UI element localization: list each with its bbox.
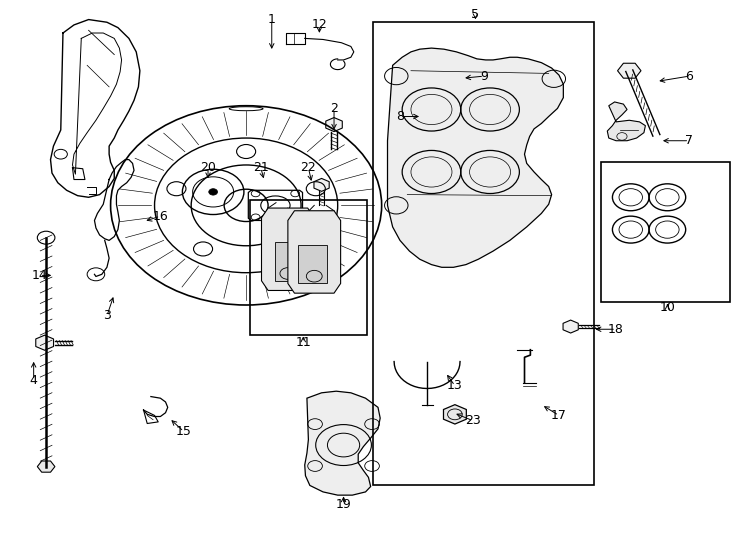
- Polygon shape: [275, 242, 305, 281]
- Polygon shape: [305, 391, 380, 495]
- Polygon shape: [443, 404, 466, 424]
- Text: 7: 7: [686, 134, 694, 147]
- Polygon shape: [326, 118, 342, 132]
- Text: 22: 22: [300, 161, 316, 174]
- Text: 23: 23: [465, 414, 481, 427]
- Text: 10: 10: [659, 301, 675, 314]
- Bar: [601, 163, 730, 302]
- Text: 16: 16: [153, 210, 168, 222]
- Polygon shape: [261, 208, 314, 291]
- Bar: [250, 200, 367, 335]
- Text: 15: 15: [176, 425, 192, 438]
- Polygon shape: [314, 178, 329, 191]
- Polygon shape: [37, 461, 55, 472]
- Text: 4: 4: [29, 374, 37, 387]
- Polygon shape: [563, 320, 578, 333]
- Bar: [373, 22, 594, 485]
- Polygon shape: [607, 102, 645, 141]
- Text: 20: 20: [200, 161, 216, 174]
- Circle shape: [208, 188, 217, 195]
- Polygon shape: [298, 245, 327, 284]
- Text: 13: 13: [447, 379, 463, 392]
- Text: 14: 14: [32, 269, 48, 282]
- Text: 21: 21: [253, 161, 269, 174]
- Text: 18: 18: [608, 323, 624, 336]
- Polygon shape: [288, 211, 341, 293]
- Text: 11: 11: [295, 336, 311, 349]
- Text: 12: 12: [311, 18, 327, 31]
- Text: 3: 3: [103, 309, 111, 322]
- Polygon shape: [617, 63, 641, 78]
- Text: 5: 5: [471, 8, 479, 21]
- Text: 19: 19: [335, 498, 352, 511]
- Text: 2: 2: [330, 102, 338, 115]
- Polygon shape: [388, 48, 563, 267]
- Text: 9: 9: [480, 70, 488, 83]
- Text: 6: 6: [686, 70, 694, 83]
- Polygon shape: [36, 335, 54, 350]
- Text: 17: 17: [551, 409, 567, 422]
- Text: 8: 8: [396, 110, 404, 123]
- Text: 1: 1: [268, 13, 276, 26]
